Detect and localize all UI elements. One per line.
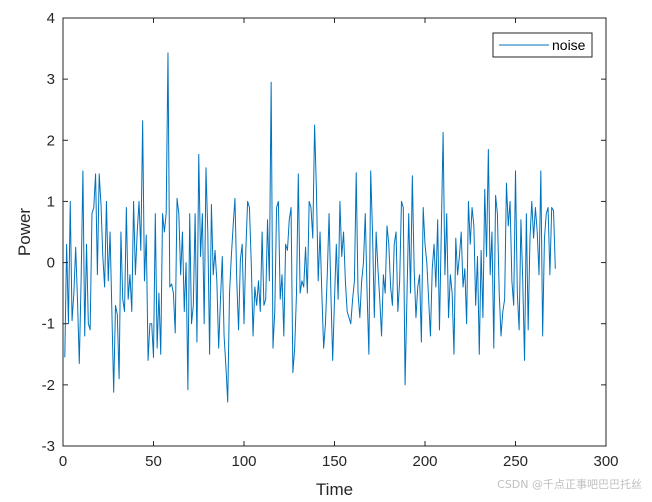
y-tick-label: -2: [42, 377, 55, 394]
x-tick-label: 0: [59, 453, 67, 470]
legend: noise: [492, 32, 593, 58]
ticks-layer: 0 50 100 150 200 250 300 -3 -2 -1 0 1 2 3 4: [42, 10, 619, 470]
x-tick-label: 150: [322, 453, 347, 470]
watermark: CSDN @千点正事吧巴巴托丝: [497, 478, 642, 491]
x-tick-label: 200: [412, 453, 437, 470]
series-layer: [64, 52, 556, 403]
y-tick-label: -1: [42, 316, 55, 333]
x-tick-label: 50: [145, 453, 162, 470]
y-tick-label: 4: [47, 10, 55, 27]
y-tick-label: 2: [47, 132, 55, 149]
y-tick-label: 3: [47, 71, 55, 88]
legend-label-noise: noise: [552, 37, 586, 53]
x-tick-label: 300: [593, 453, 618, 470]
y-axis-label: Power: [15, 208, 34, 257]
x-axis-label: Time: [316, 480, 353, 499]
series-line-noise: [64, 52, 556, 403]
axes-box: [62, 17, 607, 447]
y-tick-label: 0: [47, 255, 55, 272]
y-tick-label: -3: [42, 438, 55, 455]
x-tick-label: 250: [503, 453, 528, 470]
x-tick-label: 100: [231, 453, 256, 470]
y-tick-label: 1: [47, 193, 55, 210]
